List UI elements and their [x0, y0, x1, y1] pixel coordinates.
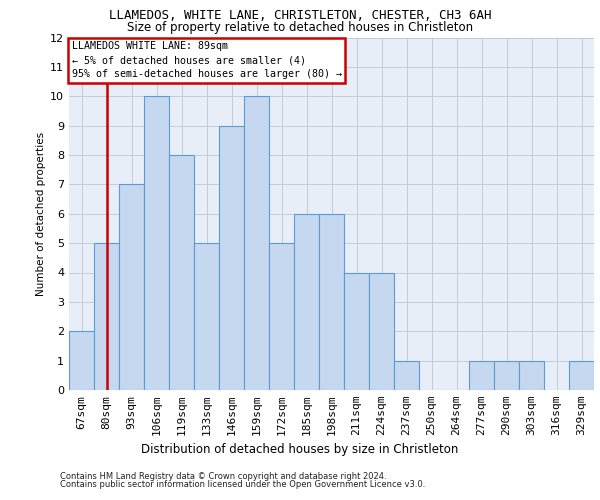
Bar — [194, 243, 219, 390]
Bar — [369, 272, 394, 390]
Bar — [344, 272, 369, 390]
Text: LLAMEDOS WHITE LANE: 89sqm
← 5% of detached houses are smaller (4)
95% of semi-d: LLAMEDOS WHITE LANE: 89sqm ← 5% of detac… — [71, 41, 341, 79]
Bar — [394, 360, 419, 390]
Bar — [169, 155, 194, 390]
Bar — [219, 126, 244, 390]
Bar — [469, 360, 494, 390]
Bar — [494, 360, 519, 390]
Bar — [119, 184, 144, 390]
Text: LLAMEDOS, WHITE LANE, CHRISTLETON, CHESTER, CH3 6AH: LLAMEDOS, WHITE LANE, CHRISTLETON, CHEST… — [109, 9, 491, 22]
Text: Distribution of detached houses by size in Christleton: Distribution of detached houses by size … — [142, 442, 458, 456]
Bar — [519, 360, 544, 390]
Text: Contains public sector information licensed under the Open Government Licence v3: Contains public sector information licen… — [60, 480, 425, 489]
Bar — [144, 96, 169, 390]
Text: Size of property relative to detached houses in Christleton: Size of property relative to detached ho… — [127, 21, 473, 34]
Text: Contains HM Land Registry data © Crown copyright and database right 2024.: Contains HM Land Registry data © Crown c… — [60, 472, 386, 481]
Bar — [569, 360, 594, 390]
Bar — [294, 214, 319, 390]
Bar — [269, 243, 294, 390]
Bar — [94, 243, 119, 390]
Bar — [244, 96, 269, 390]
Bar — [69, 331, 94, 390]
Y-axis label: Number of detached properties: Number of detached properties — [36, 132, 46, 296]
Bar — [319, 214, 344, 390]
